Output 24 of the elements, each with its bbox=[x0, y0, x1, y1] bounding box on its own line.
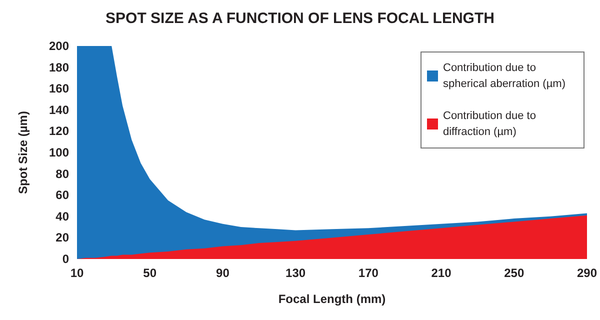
x-tick-label: 50 bbox=[143, 266, 157, 280]
y-tick-label: 80 bbox=[56, 166, 70, 181]
x-tick-label: 170 bbox=[358, 266, 379, 280]
y-tick-label: 100 bbox=[48, 146, 70, 160]
legend-label: Contribution due to spherical aberration (µm) bbox=[443, 62, 566, 90]
x-tick-label: 250 bbox=[504, 266, 524, 280]
x-tick-label: 210 bbox=[431, 266, 452, 280]
y-tick-label: 0 bbox=[62, 252, 70, 266]
y-tick-label: 60 bbox=[56, 188, 70, 202]
x-tick-label: 130 bbox=[286, 266, 306, 280]
y-tick-label: 180 bbox=[48, 60, 70, 74]
x-tick-label: 290 bbox=[576, 266, 598, 280]
y-axis-title: Spot Size (µm) bbox=[16, 111, 30, 194]
y-tick-label: 40 bbox=[56, 209, 70, 224]
legend-label: Contribution due to diffraction (µm) bbox=[443, 110, 540, 138]
x-tick-label: 90 bbox=[216, 266, 230, 280]
y-tick-label: 140 bbox=[48, 102, 70, 117]
y-tick-label: 120 bbox=[48, 124, 70, 138]
y-tick-label: 20 bbox=[56, 230, 70, 245]
y-tick-label: 160 bbox=[48, 82, 70, 96]
x-tick-label: 10 bbox=[70, 266, 84, 280]
x-axis-title: Focal Length (mm) bbox=[278, 292, 386, 306]
y-tick-label: 200 bbox=[48, 39, 70, 53]
chart-title: SPOT SIZE AS A FUNCTION OF LENS FOCAL LENGTH bbox=[106, 10, 494, 27]
